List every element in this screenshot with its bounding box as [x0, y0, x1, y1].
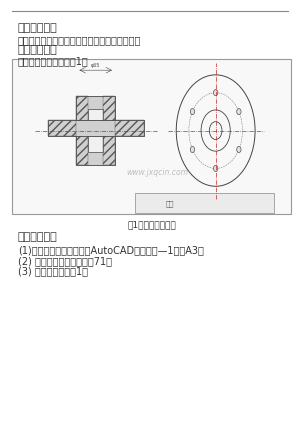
Text: 根据所给的「端盖」零件，设计加工工艺规程。: 根据所给的「端盖」零件，设计加工工艺规程。	[18, 35, 141, 45]
Text: 二、源始资料: 二、源始资料	[18, 45, 58, 56]
Circle shape	[214, 89, 218, 96]
Bar	[103, 96, 115, 165]
Bar	[88, 109, 103, 152]
Text: 被加工「端盖」零件图1张: 被加工「端盖」零件图1张	[18, 56, 89, 66]
Text: 三、完成材料: 三、完成材料	[18, 232, 58, 243]
Circle shape	[237, 109, 241, 114]
Circle shape	[214, 165, 218, 171]
Text: 图1：端盖零件简图: 图1：端盖零件简图	[127, 220, 176, 229]
Text: 端盖: 端盖	[165, 200, 174, 206]
Bar	[12, 59, 291, 214]
Text: (1)被加工工件的零件图（AutoCAD绘制图）—1套（A3）: (1)被加工工件的零件图（AutoCAD绘制图）—1套（A3）	[18, 245, 204, 255]
Circle shape	[190, 146, 195, 153]
Bar	[76, 96, 88, 165]
Text: (2) 机械加工工艺过程卡片71张: (2) 机械加工工艺过程卡片71张	[18, 256, 112, 266]
Text: (3) 课程设计说明晦1份: (3) 课程设计说明晦1份	[18, 266, 88, 276]
Circle shape	[190, 109, 195, 114]
Text: 一、设计任务: 一、设计任务	[18, 23, 58, 33]
Text: www.jxqcin.com: www.jxqcin.com	[126, 168, 188, 177]
Circle shape	[237, 146, 241, 153]
Text: φ65: φ65	[91, 63, 100, 68]
Bar	[76, 96, 115, 165]
Bar	[48, 120, 144, 136]
Bar	[135, 193, 274, 213]
Bar	[115, 120, 144, 136]
Bar	[48, 120, 76, 136]
